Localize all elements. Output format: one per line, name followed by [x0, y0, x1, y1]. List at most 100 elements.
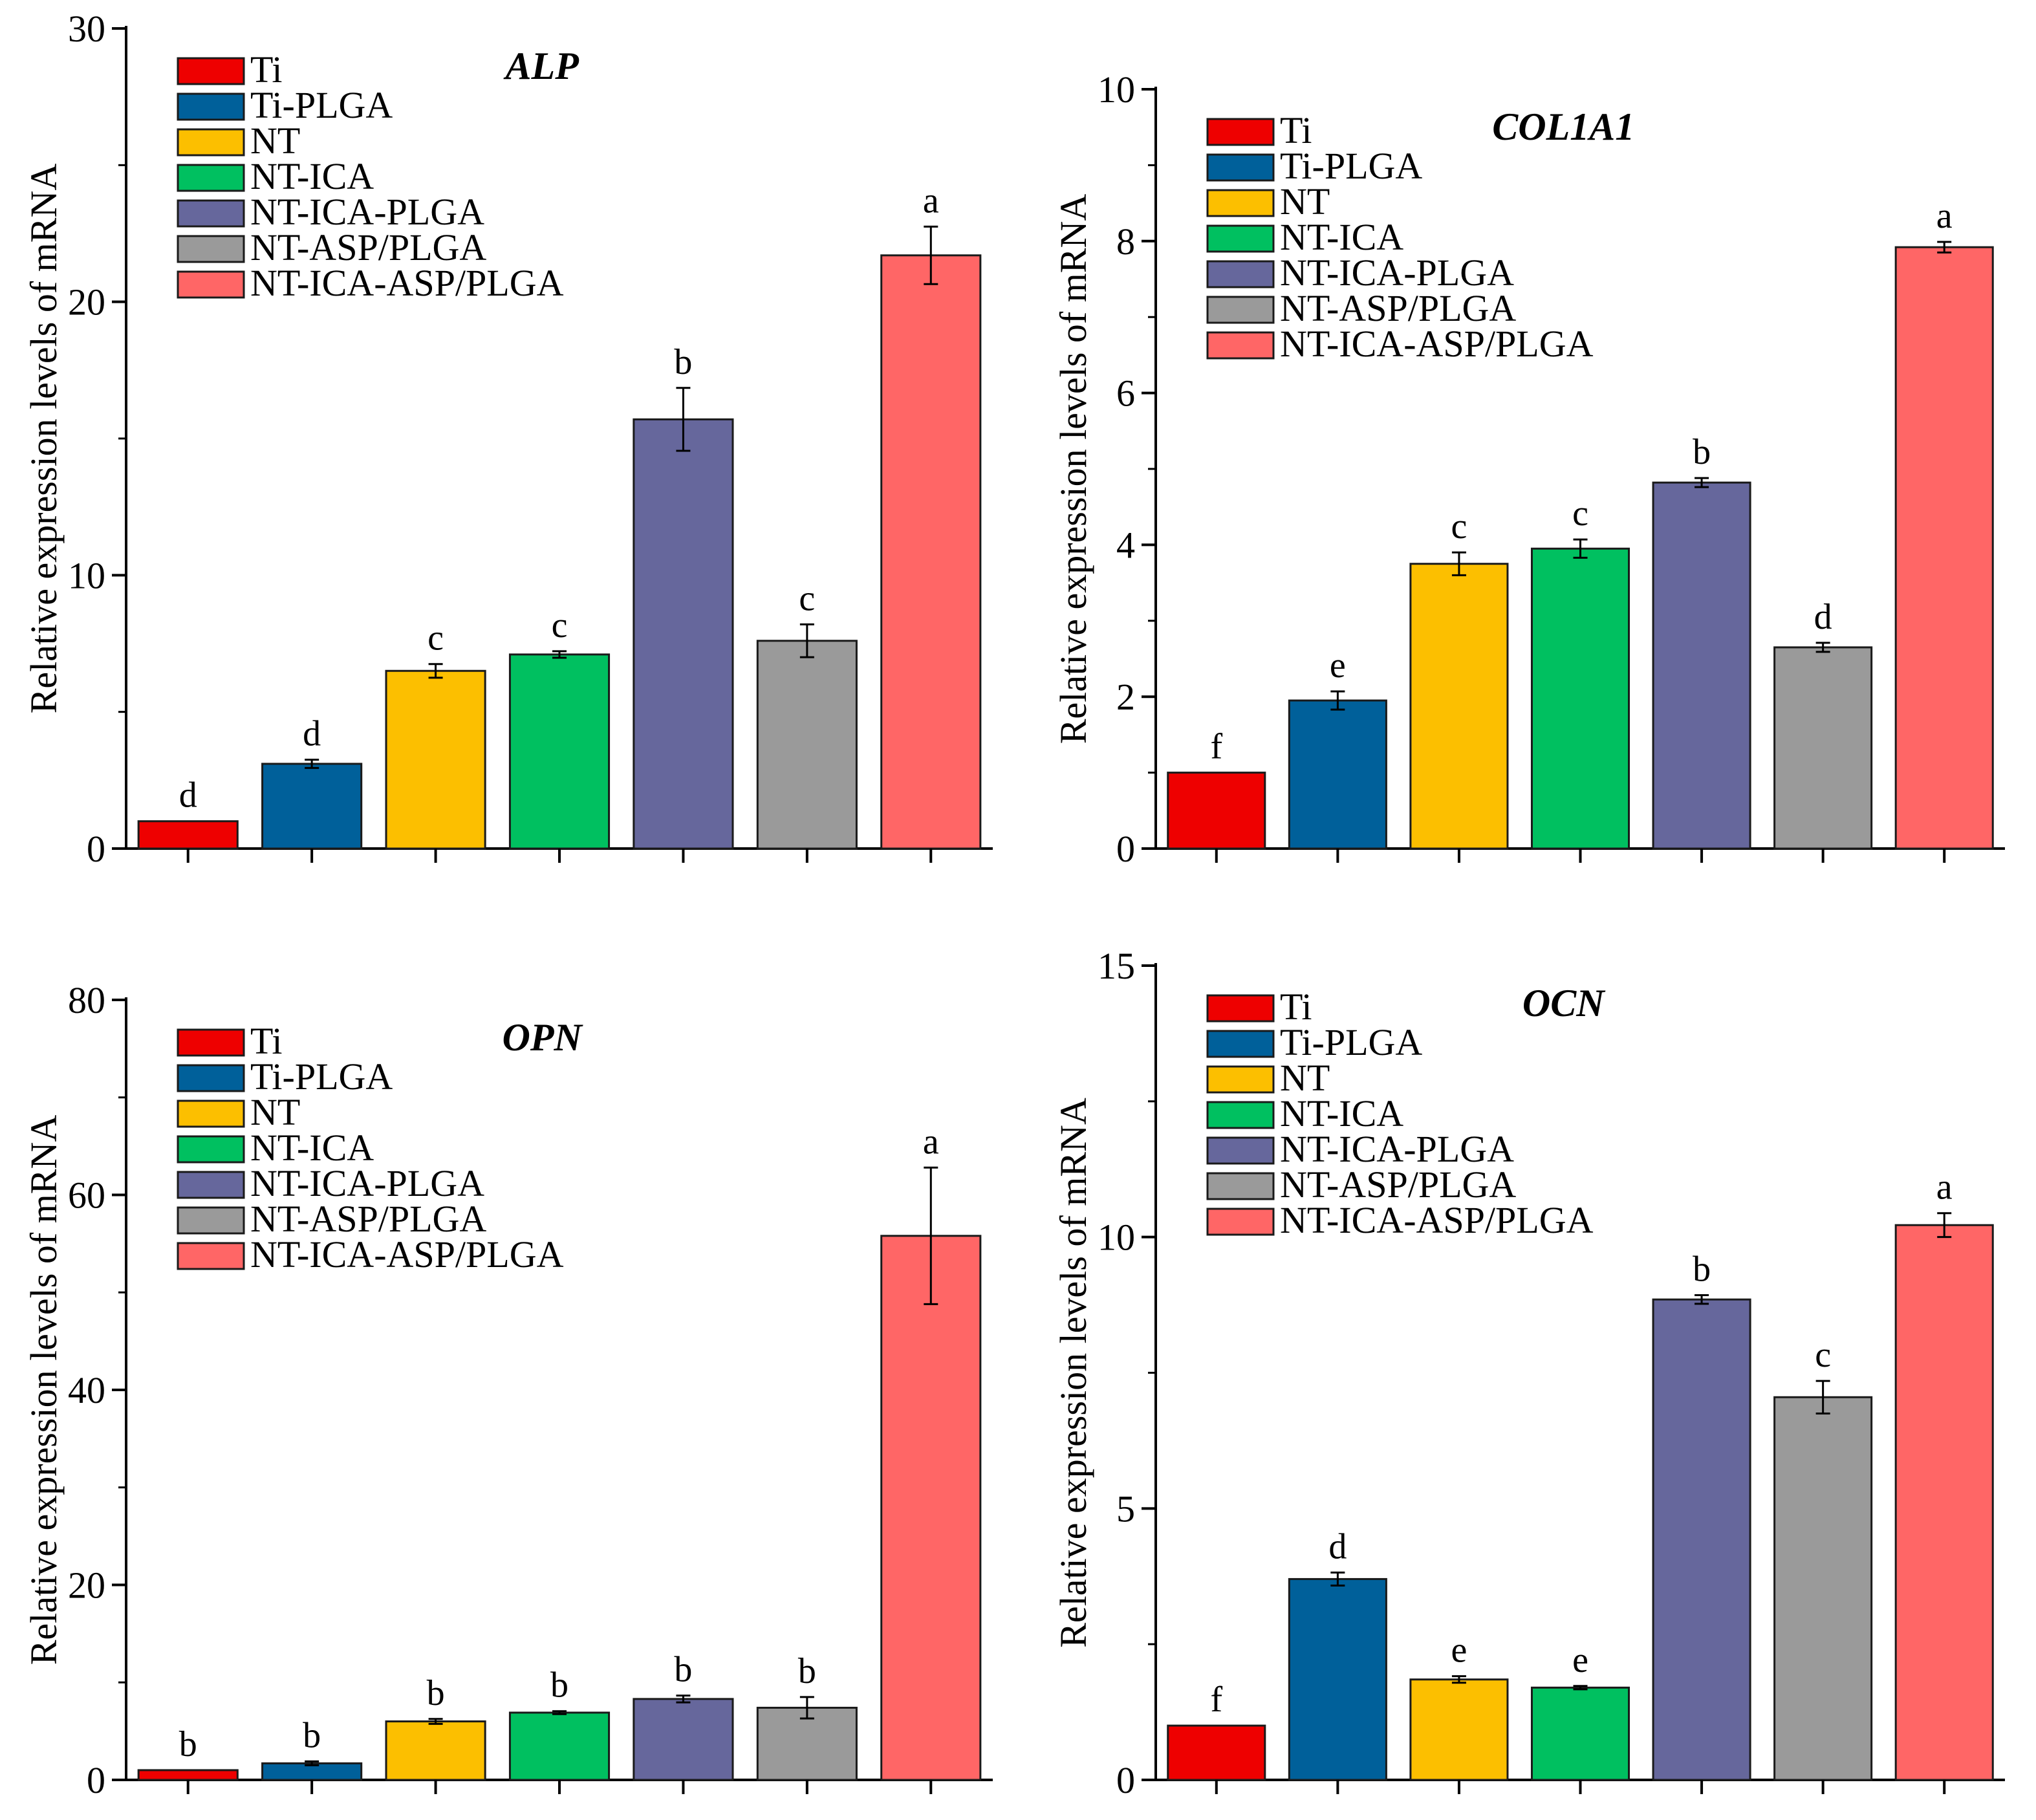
legend-label: NT-ICA-PLGA — [250, 191, 484, 233]
bar-nt-ica-plga — [633, 418, 734, 850]
y-tick-label: 20 — [68, 281, 105, 323]
significance-label: c — [552, 605, 568, 645]
y-tick-label: 0 — [87, 1759, 105, 1801]
legend-label: Ti-PLGA — [250, 1056, 393, 1098]
legend-swatch — [1206, 1065, 1275, 1094]
bar-ti-plga — [1288, 699, 1387, 850]
legend-swatch — [177, 1242, 245, 1270]
y-tick-label: 10 — [1098, 69, 1135, 111]
legend-swatch — [1206, 1172, 1275, 1200]
y-axis-label: Relative expression levels of mRNA — [23, 1115, 65, 1665]
significance-label: d — [1814, 597, 1832, 637]
legend-label: Ti-PLGA — [1280, 145, 1422, 187]
y-tick-label: 6 — [1116, 373, 1135, 415]
legend-swatch — [177, 57, 245, 85]
significance-label: f — [1210, 727, 1222, 767]
y-tick-label: 5 — [1116, 1488, 1135, 1530]
legend-label: NT-ICA — [1280, 1092, 1403, 1134]
legend-swatch — [177, 92, 245, 121]
bar-nt-ica — [508, 1711, 611, 1781]
legend-swatch — [177, 1028, 245, 1057]
legend-swatch — [177, 199, 245, 228]
legend-label: NT-ICA-ASP/PLGA — [1280, 323, 1594, 365]
significance-label: d — [1328, 1526, 1347, 1566]
legend-label: NT-ICA — [250, 155, 374, 197]
legend-swatch — [1206, 189, 1275, 217]
significance-label: b — [798, 1651, 816, 1691]
significance-label: f — [1210, 1680, 1222, 1720]
legend-label: NT-ASP/PLGA — [1280, 287, 1516, 329]
significance-label: c — [1451, 506, 1467, 547]
bar-ti — [137, 1769, 239, 1781]
y-tick-label: 20 — [68, 1565, 105, 1607]
significance-label: b — [1693, 1249, 1711, 1289]
legend-label: NT-ICA-PLGA — [1280, 252, 1514, 294]
legend-swatch — [177, 1206, 245, 1235]
legend-label: NT-ICA-ASP/PLGA — [250, 1233, 564, 1275]
y-axis-label: Relative expression levels of mRNA — [1052, 194, 1094, 744]
significance-label: b — [179, 1724, 197, 1764]
bar-nt-asp-plga — [756, 1706, 858, 1781]
legend-swatch — [177, 270, 245, 299]
legend-label: NT-ICA-PLGA — [1280, 1128, 1514, 1170]
bar-nt-asp-plga — [1773, 1396, 1873, 1781]
bar-nt-ica-plga — [1652, 1298, 1751, 1781]
significance-label: b — [427, 1673, 445, 1713]
y-axis-label: Relative expression levels of mRNA — [23, 164, 65, 714]
legend-swatch — [177, 164, 245, 192]
legend-label: Ti — [1280, 109, 1312, 151]
chart-panel-col1a1: 0 2 4 6 8 10 Relative expression levels of mRN… — [1052, 69, 2005, 870]
chart-panel-alp: 0 10 20 30 Relative expression levels of mRN… — [23, 8, 993, 870]
legend-swatch — [1206, 1030, 1275, 1058]
y-axis-label: Relative expression levels of mRNA — [1052, 1098, 1094, 1648]
bar-nt-ica-asp-plga — [1894, 246, 1994, 850]
bar-nt-ica — [508, 653, 611, 850]
chart-title: OCN — [1522, 982, 1606, 1024]
y-tick-label: 10 — [68, 554, 105, 596]
y-tick-label: 40 — [68, 1369, 105, 1411]
significance-label: a — [923, 180, 939, 221]
significance-label: e — [1572, 1640, 1588, 1680]
legend-swatch — [1206, 1101, 1275, 1129]
y-tick-label: 80 — [68, 979, 105, 1021]
bar-ti — [1167, 772, 1266, 850]
significance-label: a — [1936, 1167, 1953, 1208]
chart-panel-ocn: 0 5 10 15 Relative expression levels of mRNA… — [1052, 945, 2005, 1801]
legend-label: NT — [1280, 1057, 1330, 1099]
legend-label: Ti — [250, 49, 283, 91]
legend-label: NT-ICA-PLGA — [250, 1162, 484, 1204]
legend-label: NT-ICA-ASP/PLGA — [1280, 1199, 1594, 1241]
legend-swatch — [177, 1100, 245, 1128]
bar-nt-ica — [1530, 1686, 1630, 1781]
legend-swatch — [1206, 994, 1275, 1023]
y-tick-label: 30 — [68, 8, 105, 50]
legend-swatch — [1206, 224, 1275, 253]
significance-label: b — [550, 1665, 569, 1706]
legend: TiTi-PLGANTNT-ICANT-ICA-PLGANT-ASP/PLGAN… — [177, 49, 564, 304]
bar-nt-ica-plga — [633, 1698, 734, 1781]
legend-swatch — [177, 1064, 245, 1092]
legend-label: NT-ASP/PLGA — [250, 1198, 486, 1240]
legend: TiTi-PLGANTNT-ICANT-ICA-PLGANT-ASP/PLGAN… — [1206, 109, 1594, 365]
legend-label: Ti-PLGA — [1280, 1021, 1422, 1063]
significance-label: d — [303, 714, 321, 754]
significance-label: b — [1693, 432, 1711, 472]
bar-nt-ica-asp-plga — [880, 1235, 982, 1781]
significance-label: a — [923, 1121, 939, 1162]
significance-label: c — [1815, 1335, 1831, 1375]
legend-label: NT — [250, 120, 300, 162]
legend-label: Ti-PLGA — [250, 84, 393, 126]
y-tick-label: 15 — [1098, 945, 1135, 987]
legend-swatch — [177, 235, 245, 263]
legend-label: NT — [1280, 180, 1330, 222]
legend-swatch — [1206, 331, 1275, 360]
chart-title: OPN — [503, 1016, 584, 1059]
bar-ti — [137, 820, 239, 850]
bar-nt — [1409, 563, 1509, 850]
legend-label: NT-ICA-ASP/PLGA — [250, 262, 564, 304]
significance-label: e — [1330, 645, 1346, 686]
significance-label: c — [799, 578, 815, 618]
legend-swatch — [1206, 260, 1275, 288]
bar-nt-asp-plga — [756, 640, 858, 850]
